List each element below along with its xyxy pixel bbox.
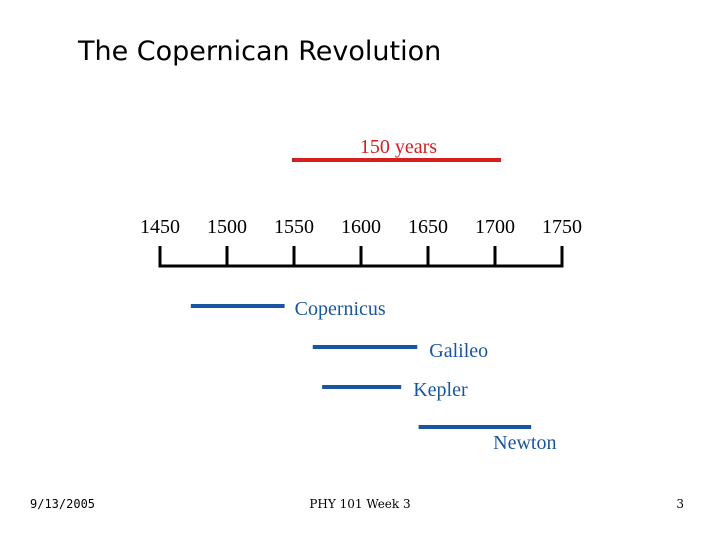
footer-course: PHY 101 Week 3 <box>309 497 411 511</box>
page-number: 3 <box>676 497 684 511</box>
axis-tick-label: 1500 <box>207 216 247 238</box>
axis-tick-label: 1750 <box>542 216 582 238</box>
lifespan-label-kepler: Kepler <box>413 379 468 401</box>
axis-tick-label: 1550 <box>274 216 314 238</box>
axis-tick-label: 1650 <box>408 216 448 238</box>
lifespan-label-galileo: Galileo <box>429 340 488 362</box>
lifespans: Copernicus Galileo Kepler Newton <box>190 298 557 454</box>
axis-tick-label: 1450 <box>140 216 180 238</box>
axis-tick-label: 1600 <box>341 216 381 238</box>
year-axis: 1450 1500 1550 1600 1650 1700 1750 <box>140 216 582 268</box>
lifespan-label-newton: Newton <box>493 432 556 454</box>
lifespan-label-copernicus: Copernicus <box>295 298 386 320</box>
axis-tick-label: 1700 <box>475 216 515 238</box>
span-150-years-label: 150 years <box>360 136 437 158</box>
footer-date: 9/13/2005 <box>30 497 96 511</box>
slide-title: The Copernican Revolution <box>78 36 442 67</box>
